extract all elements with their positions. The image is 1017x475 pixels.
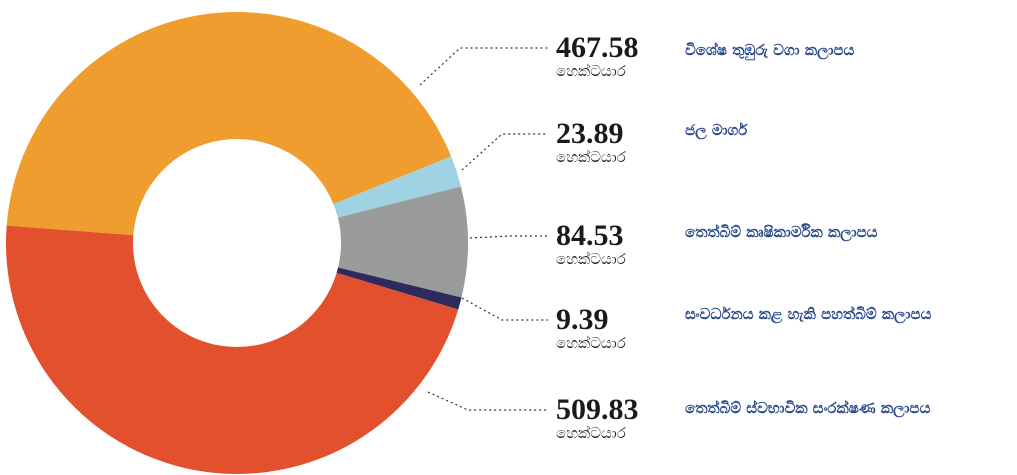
slice — [5, 225, 459, 474]
leader-line — [427, 391, 548, 411]
category-label: සංවර්ධනය කළ හැකි පහත්බිම් කලාපය — [685, 305, 932, 324]
category-label: ජල මාර්ග — [685, 121, 748, 140]
unit-label: හෙක්ටයාර — [556, 62, 626, 80]
value-label: 84.53 — [556, 219, 624, 252]
slice — [333, 156, 461, 218]
unit-label: හෙක්ටයාර — [556, 250, 626, 268]
value-label: 467.58 — [556, 31, 639, 64]
leader-line — [469, 235, 548, 239]
unit-label: හෙක්ටයාර — [556, 148, 626, 166]
leader-line — [461, 133, 548, 171]
slice — [336, 267, 462, 310]
category-label: තෙත්බිම් ස්වභාවික සංරක්ෂණ කලාපය — [685, 399, 931, 418]
slice — [6, 12, 452, 236]
value-label: 23.89 — [556, 117, 624, 150]
value-label: 9.39 — [556, 303, 609, 336]
category-label: විශේෂ තුඹුරු වගා කලාපය — [685, 41, 855, 61]
value-label: 509.83 — [556, 393, 639, 426]
slice — [337, 186, 469, 298]
unit-label: හෙක්ටයාර — [556, 424, 626, 442]
leader-line — [461, 297, 548, 321]
leader-line — [419, 47, 548, 86]
category-label: තෙත්බිම් කෘෂිකාර්මික කලාපය — [685, 223, 878, 242]
unit-label: හෙක්ටයාර — [556, 334, 626, 352]
